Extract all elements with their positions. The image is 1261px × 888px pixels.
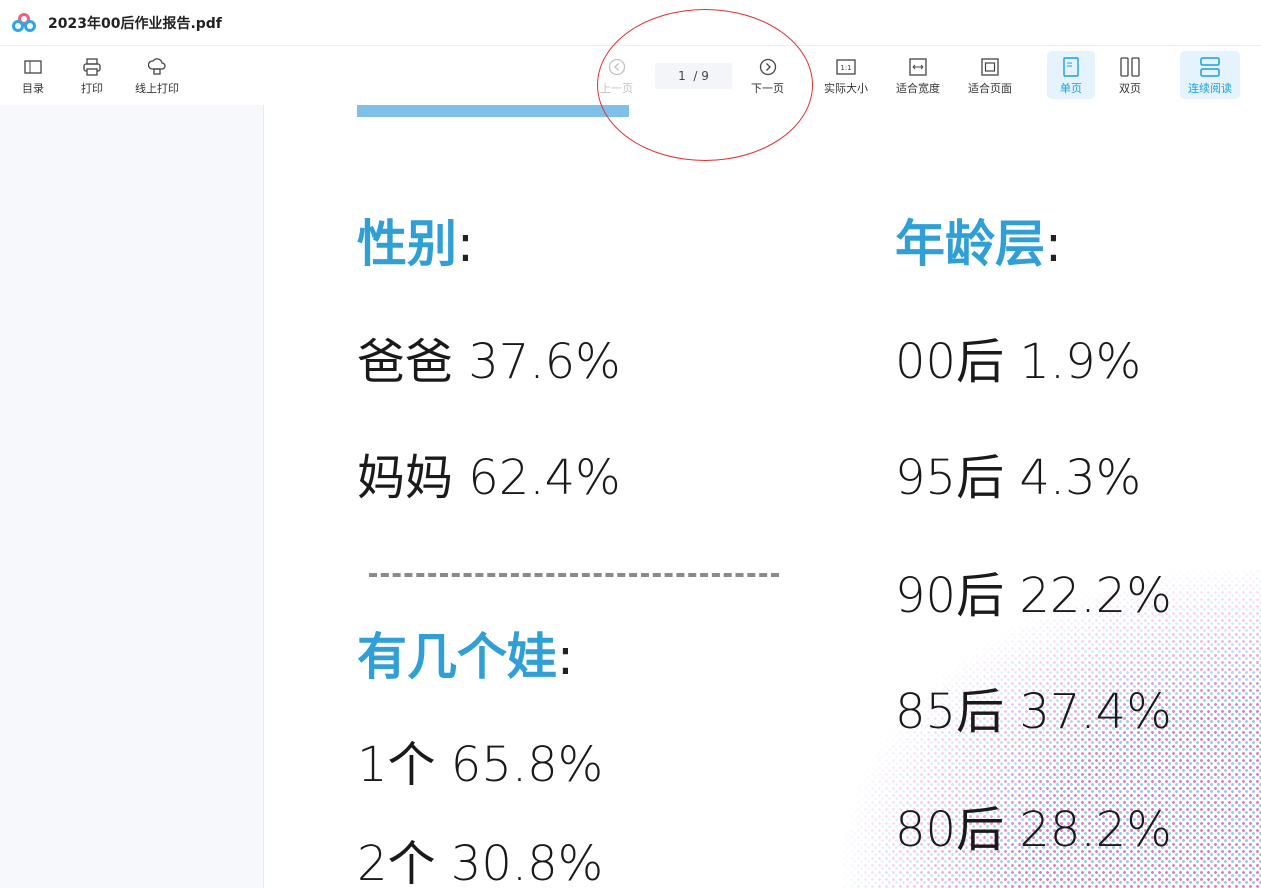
actual-size-button[interactable]: 1:1 实际大小: [820, 54, 872, 99]
dashed-divider: [369, 573, 779, 577]
svg-text:1:1: 1:1: [840, 64, 851, 72]
colon: :: [1045, 215, 1062, 273]
gender-item: 妈妈 62.4%: [357, 450, 621, 506]
single-page-button[interactable]: 单页: [1047, 51, 1095, 99]
toc-icon: [24, 57, 42, 77]
window-title: 2023年00后作业报告.pdf: [48, 15, 222, 32]
halftone-decoration: [841, 568, 1261, 888]
age-item: 00后 1.9%: [895, 334, 1142, 390]
single-page-icon: [1063, 57, 1079, 77]
fit-width-label: 适合宽度: [896, 82, 940, 95]
fit-page-label: 适合页面: [968, 82, 1012, 95]
continuous-read-label: 连续阅读: [1188, 82, 1232, 95]
age-heading-text: 年龄层: [895, 215, 1045, 273]
decorative-bar: [357, 105, 629, 117]
actual-size-icon: 1:1: [836, 57, 856, 77]
fit-width-button[interactable]: 适合宽度: [892, 54, 944, 99]
toolbar: 目录 打印 线上打印 上一页 下一页 1:1 实际大小 适合宽度 适合页面 单页 …: [0, 46, 1261, 132]
app-logo-icon: [12, 12, 38, 33]
age-item: 80后 28.2%: [895, 802, 1172, 858]
sidebar: [0, 105, 264, 888]
fit-page-button[interactable]: 适合页面: [964, 54, 1016, 99]
chevron-left-circle-icon: [608, 57, 626, 77]
gender-item: 爸爸 37.6%: [357, 334, 621, 390]
double-page-label: 双页: [1119, 82, 1141, 95]
pdf-page[interactable]: 性别: 爸爸 37.6% 妈妈 62.4% 有几个娃: 1个 65.8% 2个 …: [265, 105, 1261, 888]
chevron-right-circle-icon: [759, 57, 777, 77]
gender-heading: 性别:: [357, 217, 474, 272]
double-page-icon: [1120, 57, 1140, 77]
fit-width-icon: [909, 57, 927, 77]
page-number-input[interactable]: 1 / 9: [655, 63, 732, 89]
prev-page-label: 上一页: [600, 82, 633, 95]
age-item: 90后 22.2%: [895, 568, 1172, 624]
cloud-print-icon: [148, 57, 166, 77]
online-print-button[interactable]: 线上打印: [131, 54, 183, 99]
double-page-button[interactable]: 双页: [1115, 54, 1145, 99]
age-heading: 年龄层:: [895, 217, 1062, 272]
total-pages: 9: [701, 69, 709, 83]
next-page-label: 下一页: [751, 82, 784, 95]
gender-heading-text: 性别: [357, 215, 457, 273]
fit-page-icon: [981, 57, 999, 77]
toc-button[interactable]: 目录: [18, 54, 48, 99]
kids-heading: 有几个娃:: [357, 630, 574, 685]
colon: :: [557, 628, 574, 686]
toc-label: 目录: [22, 82, 44, 95]
continuous-icon: [1200, 57, 1220, 77]
continuous-read-button[interactable]: 连续阅读: [1180, 51, 1240, 99]
print-label: 打印: [81, 82, 103, 95]
current-page: 1: [678, 69, 686, 83]
kids-item: 2个 30.8%: [357, 836, 604, 888]
online-print-label: 线上打印: [135, 82, 179, 95]
prev-page-button[interactable]: 上一页: [596, 54, 637, 99]
kids-item: 1个 65.8%: [357, 737, 604, 793]
printer-icon: [83, 57, 101, 77]
single-page-label: 单页: [1060, 82, 1082, 95]
print-button[interactable]: 打印: [77, 54, 107, 99]
title-bar: 2023年00后作业报告.pdf: [0, 0, 1261, 46]
age-item: 95后 4.3%: [895, 450, 1142, 506]
actual-size-label: 实际大小: [824, 82, 868, 95]
age-item: 85后 37.4%: [895, 684, 1172, 740]
colon: :: [457, 215, 474, 273]
next-page-button[interactable]: 下一页: [747, 54, 788, 99]
kids-heading-text: 有几个娃: [357, 628, 557, 686]
